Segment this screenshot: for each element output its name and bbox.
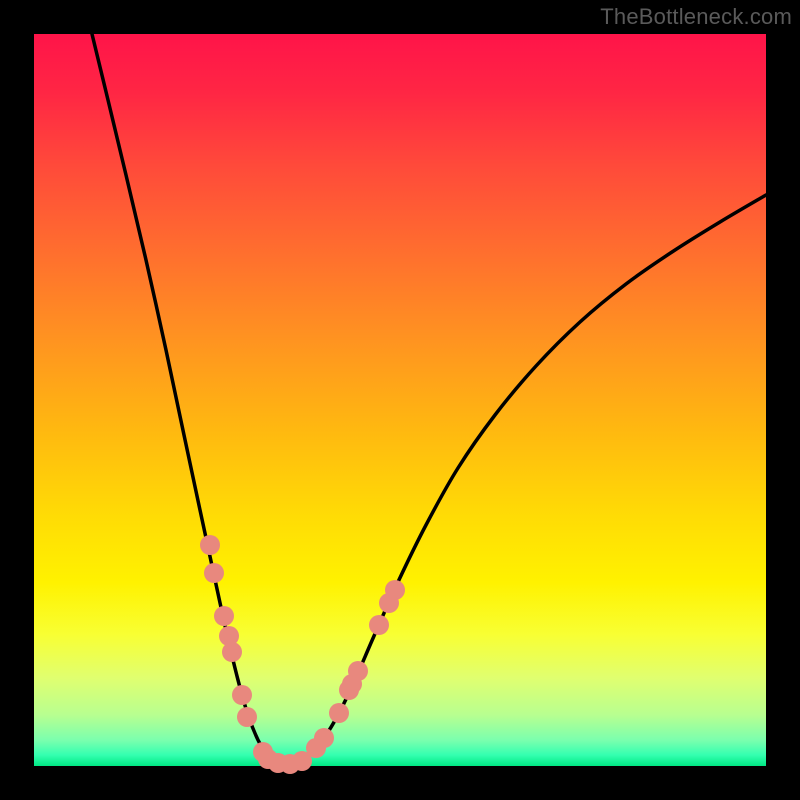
data-dot (329, 703, 349, 723)
watermark-text: TheBottleneck.com (600, 4, 792, 30)
data-dot (222, 642, 242, 662)
data-dot (200, 535, 220, 555)
chart-svg (0, 0, 800, 800)
data-dot (232, 685, 252, 705)
data-dot (369, 615, 389, 635)
data-dot (314, 728, 334, 748)
data-dot (214, 606, 234, 626)
data-dot (204, 563, 224, 583)
data-dot (348, 661, 368, 681)
data-dot (237, 707, 257, 727)
plot-area-rect (34, 34, 766, 766)
chart-root: TheBottleneck.com (0, 0, 800, 800)
data-dot (385, 580, 405, 600)
